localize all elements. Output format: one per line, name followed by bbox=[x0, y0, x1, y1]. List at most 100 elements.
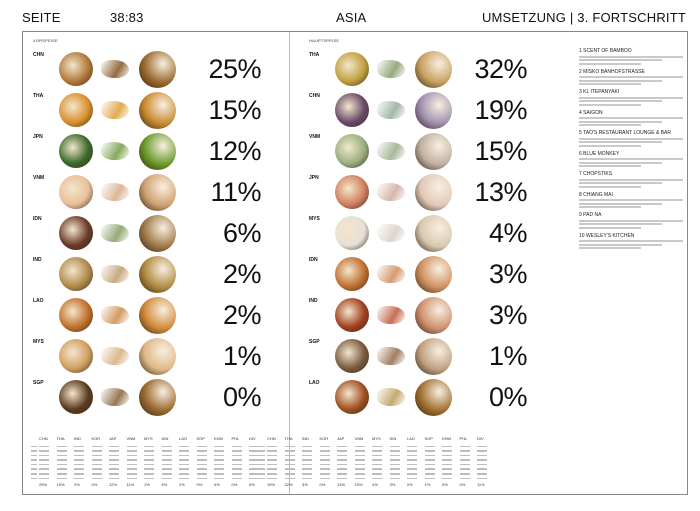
legend-detail-line bbox=[579, 124, 642, 126]
table-cell bbox=[109, 463, 119, 466]
color-sample bbox=[101, 60, 129, 78]
table-cell bbox=[39, 463, 49, 466]
legend-detail-line bbox=[579, 219, 683, 222]
column-label: LAO bbox=[179, 436, 188, 441]
dish-row: LAO 0% bbox=[309, 378, 528, 418]
table-cell bbox=[354, 445, 365, 448]
table-cell bbox=[179, 454, 189, 457]
total-value: 0% bbox=[249, 482, 255, 487]
table-cell bbox=[91, 473, 102, 475]
table-cell bbox=[477, 468, 487, 471]
color-circle bbox=[415, 92, 452, 129]
total-value: 11% bbox=[477, 482, 485, 487]
table-cell bbox=[144, 450, 154, 452]
table-cell bbox=[179, 445, 189, 448]
dish-row: SGP 1% bbox=[309, 337, 528, 377]
table-cell bbox=[161, 450, 172, 452]
legend-detail-line bbox=[579, 55, 683, 58]
table-cell bbox=[196, 459, 207, 461]
legend-detail-line bbox=[579, 206, 642, 208]
table-cell bbox=[372, 473, 382, 475]
country-code: MYS bbox=[33, 339, 44, 345]
legend-detail-line bbox=[579, 76, 683, 78]
table-cell bbox=[144, 463, 154, 466]
dish-photo bbox=[59, 216, 93, 250]
color-circle bbox=[139, 215, 176, 252]
legend-detail-line bbox=[579, 62, 642, 65]
header-right: UMSETZUNG | 3. FORTSCHRITT bbox=[481, 10, 686, 25]
table-cell bbox=[179, 477, 189, 480]
total-value: 25% bbox=[39, 482, 48, 487]
column-label: IDN bbox=[389, 436, 397, 441]
share-percentage: 15% bbox=[474, 136, 527, 166]
color-circle bbox=[415, 256, 452, 293]
table-cell bbox=[459, 468, 470, 471]
dish-photo bbox=[59, 134, 93, 168]
row-label bbox=[31, 477, 37, 480]
legend-detail-line bbox=[579, 202, 663, 205]
dish-photo bbox=[335, 52, 369, 86]
column-label: MYS bbox=[144, 436, 153, 441]
table-cell bbox=[179, 450, 189, 452]
table-cell bbox=[372, 445, 382, 448]
color-circle bbox=[415, 338, 452, 375]
total-value: 11% bbox=[126, 482, 135, 487]
table-cell bbox=[267, 454, 277, 457]
share-percentage: 0% bbox=[222, 382, 262, 412]
dish-photo bbox=[335, 380, 369, 414]
dish-row: MYS 1% bbox=[33, 337, 262, 377]
table-cell bbox=[231, 473, 242, 475]
legend-detail-line bbox=[579, 141, 663, 143]
legend-item: 5 TAO'S RESTAURANT LOUNGE & BAR bbox=[579, 130, 683, 147]
table-cell bbox=[161, 473, 172, 475]
table-cell bbox=[337, 459, 347, 461]
table-cell bbox=[459, 445, 470, 448]
restaurant-name: 10 WESLEY'S KITCHEN bbox=[579, 232, 635, 239]
table-cell bbox=[91, 450, 102, 452]
row-label bbox=[31, 473, 37, 475]
table-cell bbox=[91, 454, 102, 457]
color-sample bbox=[377, 306, 405, 324]
table-cell bbox=[424, 463, 435, 466]
dish-row: THA 32% bbox=[309, 50, 527, 90]
column-label: PHL bbox=[459, 436, 468, 441]
table-cell bbox=[126, 468, 137, 471]
total-value: 0% bbox=[231, 482, 238, 487]
color-circle bbox=[415, 215, 452, 252]
total-value: 3% bbox=[302, 482, 308, 487]
country-code: THA bbox=[33, 93, 44, 99]
legend-detail-line bbox=[579, 79, 663, 82]
legend-detail-line bbox=[579, 158, 683, 160]
dish-row: IND 2% bbox=[33, 255, 262, 295]
total-value: 0% bbox=[442, 482, 448, 487]
legend-detail-line bbox=[579, 161, 663, 164]
dish-photo bbox=[335, 93, 369, 127]
table-cell bbox=[477, 459, 487, 461]
table-cell bbox=[267, 445, 277, 448]
row-label bbox=[259, 445, 265, 448]
dish-row: CHN 19% bbox=[309, 91, 527, 131]
table-cell bbox=[319, 459, 330, 461]
total-value: 32% bbox=[284, 482, 293, 487]
color-circle bbox=[139, 338, 176, 375]
table-cell bbox=[74, 477, 84, 480]
table-cell bbox=[144, 468, 154, 471]
dish-photo bbox=[335, 175, 369, 209]
table-cell bbox=[407, 445, 417, 448]
total-value: 0% bbox=[459, 482, 466, 487]
table-cell bbox=[91, 463, 102, 466]
table-cell bbox=[196, 445, 207, 448]
column-label: DIV bbox=[477, 436, 484, 441]
column-label: VNM bbox=[354, 436, 364, 441]
total-value: 2% bbox=[179, 482, 185, 487]
table-cell bbox=[74, 459, 84, 461]
color-circle bbox=[139, 256, 176, 293]
table-cell bbox=[407, 463, 417, 466]
table-cell bbox=[214, 450, 224, 452]
table-cell bbox=[302, 454, 312, 457]
table-cell bbox=[126, 463, 137, 466]
table-cell bbox=[284, 459, 295, 461]
table-cell bbox=[144, 445, 154, 448]
table-cell bbox=[442, 450, 452, 452]
row-label bbox=[259, 454, 265, 457]
